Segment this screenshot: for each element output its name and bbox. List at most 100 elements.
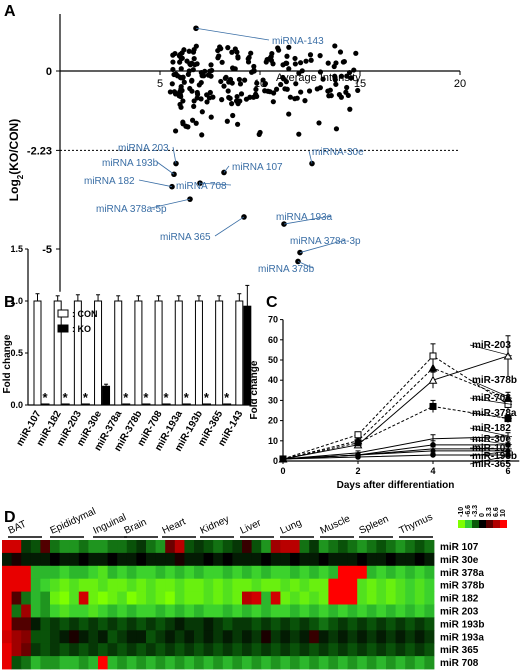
b-bar-ko	[41, 403, 50, 406]
d-heatmap-cell	[251, 656, 262, 670]
d-heatmap-cell	[386, 565, 396, 580]
d-heatmap-cell	[242, 656, 252, 670]
d-scale-tick-label: -6.6	[465, 505, 472, 517]
d-heatmap-cell	[386, 591, 396, 605]
d-heatmap-cell	[88, 552, 99, 567]
d-heatmap-cell	[2, 617, 12, 631]
b-bar-ko	[202, 403, 211, 406]
d-heatmap-cell	[366, 540, 377, 554]
d-heatmap-cell	[11, 617, 22, 631]
d-heatmap-cell	[98, 578, 108, 592]
a-annotation-leader	[308, 150, 313, 164]
d-heatmap-cell	[117, 540, 128, 554]
d-heatmap-cell	[232, 540, 243, 554]
c-series-label: miR-193b	[472, 451, 517, 462]
a-data-point	[194, 61, 200, 67]
d-heatmap-cell	[270, 552, 281, 567]
d-heatmap-cell	[338, 617, 348, 631]
d-row-label: miR 708	[440, 658, 479, 669]
d-heatmap-cell	[194, 630, 204, 644]
d-heatmap-cell	[405, 578, 416, 592]
a-data-point	[267, 89, 273, 95]
a-data-point	[338, 73, 345, 79]
b-bar-ko	[81, 403, 90, 406]
d-heatmap-cell	[299, 591, 310, 605]
d-heatmap-cell	[165, 643, 176, 657]
d-heatmap-cell	[88, 604, 99, 618]
a-annotation-label: miRNA 193a	[276, 212, 333, 223]
a-data-point	[256, 131, 262, 137]
a-data-point	[186, 68, 192, 74]
a-data-point	[178, 84, 184, 90]
d-heatmap-cell	[40, 656, 51, 670]
d-heatmap-cell	[165, 630, 176, 644]
b-significance-star: *	[123, 390, 129, 405]
a-annotation-leader	[299, 239, 346, 253]
d-heatmap-cell	[136, 604, 147, 618]
d-heatmap-cell	[414, 630, 425, 644]
c-marker	[354, 439, 362, 447]
d-heatmap-cell	[126, 565, 137, 580]
c-series-leader	[469, 412, 513, 419]
d-heatmap-cell	[261, 540, 272, 554]
a-data-point	[230, 65, 236, 71]
d-heatmap-cell	[11, 552, 22, 567]
d-heatmap-cell	[222, 604, 233, 618]
d-heatmap-cell	[299, 540, 310, 554]
d-heatmap-cell	[251, 591, 262, 605]
d-heatmap-cell	[242, 565, 252, 580]
a-data-point	[332, 77, 338, 83]
a-data-point	[185, 124, 191, 130]
d-heatmap-cell	[242, 591, 252, 605]
d-heatmap-cell	[386, 643, 396, 657]
d-heatmap-cell	[11, 578, 22, 592]
d-heatmap-cell	[309, 578, 320, 592]
c-series-label: miR-708	[472, 393, 511, 404]
a-data-point	[292, 61, 298, 67]
a-data-point	[336, 92, 343, 98]
d-heatmap-cell	[405, 552, 416, 567]
a-data-point	[170, 66, 176, 73]
d-heatmap-cell	[69, 643, 80, 657]
d-heatmap-cell	[69, 604, 80, 618]
d-heatmap-cell	[299, 578, 310, 592]
d-heatmap-cell	[59, 656, 70, 670]
d-heatmap-cell	[232, 552, 243, 567]
c-marker	[505, 442, 511, 448]
d-heatmap-cell	[2, 552, 12, 567]
d-heatmap-cell	[69, 617, 80, 631]
d-tissue-label: Lung	[279, 517, 304, 536]
d-heatmap-cell	[78, 643, 89, 657]
c-marker	[505, 452, 511, 458]
b-bar-ko	[61, 403, 70, 406]
d-heatmap-cell	[165, 565, 176, 580]
d-heatmap-cell	[126, 656, 137, 670]
d-heatmap-cell	[261, 565, 272, 580]
d-heatmap-cell	[386, 578, 396, 592]
d-heatmap-cell	[270, 643, 281, 657]
c-x-tick-label: 0	[280, 466, 285, 476]
c-marker	[430, 452, 436, 458]
d-heatmap-cell	[414, 604, 425, 618]
a-data-point	[276, 47, 282, 53]
d-heatmap-cell	[165, 578, 176, 592]
d-heatmap-cell	[98, 604, 108, 618]
d-heatmap-cell	[309, 540, 320, 554]
d-tissue-label: Thymus	[398, 512, 435, 537]
d-heatmap-cell	[261, 552, 272, 567]
a-annotation-leader	[156, 161, 175, 175]
d-heatmap-cell	[414, 591, 425, 605]
c-series-label: miR-365	[472, 459, 511, 470]
a-annotation-leader	[283, 215, 332, 225]
d-heatmap-cell	[136, 540, 147, 554]
a-data-point	[333, 81, 339, 87]
a-data-point	[263, 59, 269, 65]
b-bar-con	[154, 300, 163, 406]
b-bar-con	[194, 300, 203, 406]
a-y-tick-label: 0	[46, 66, 52, 78]
d-heatmap-cell	[222, 643, 233, 657]
d-heatmap-cell	[357, 630, 368, 644]
d-heatmap-cell	[98, 591, 108, 605]
d-heatmap-cell	[280, 656, 291, 670]
d-heatmap-cell	[30, 591, 41, 605]
